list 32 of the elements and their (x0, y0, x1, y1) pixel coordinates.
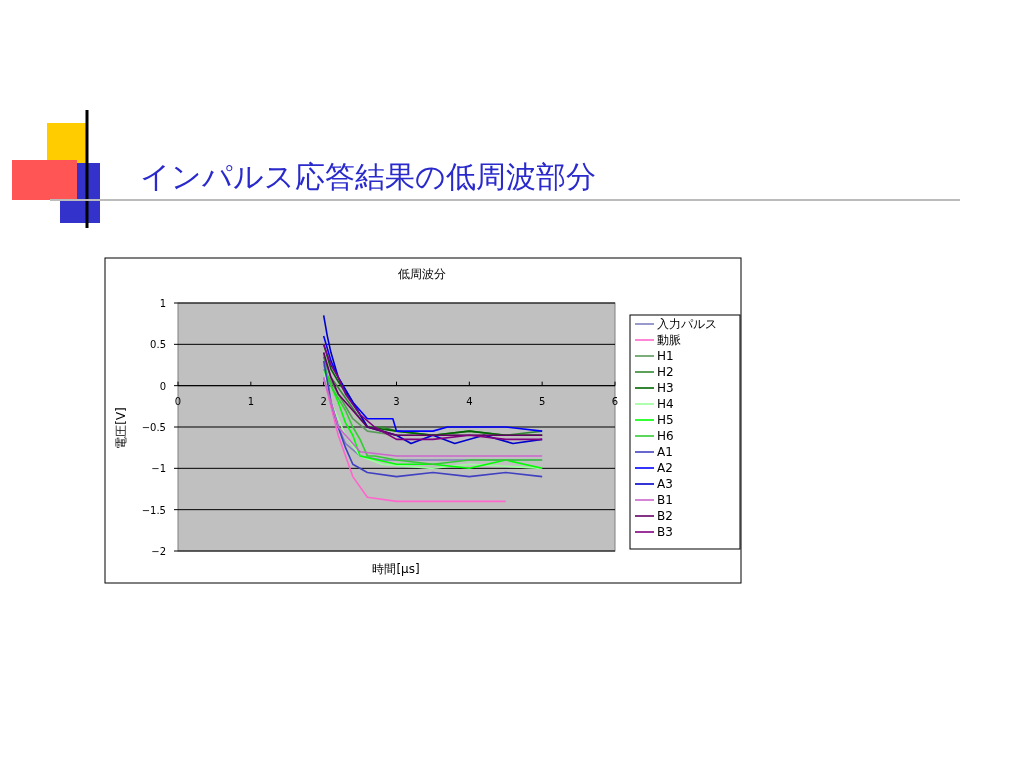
legend-label: B1 (657, 493, 673, 507)
legend-label: H1 (657, 349, 674, 363)
legend-label: H2 (657, 365, 674, 379)
y-axis-title: 電圧[V] (114, 407, 128, 449)
y-tick-label: −2 (151, 546, 166, 557)
y-tick-label: 0.5 (150, 339, 166, 351)
y-tick-label: −1 (151, 463, 166, 475)
x-tick-label: 4 (466, 395, 473, 407)
x-tick-label: 3 (393, 395, 400, 407)
chart-title: インパルス応答結果の低周波部分 (140, 159, 596, 194)
x-tick-label: 1 (247, 395, 255, 407)
legend-label: 動脈 (657, 333, 681, 347)
legend-label: 入力パルス (657, 317, 717, 331)
x-tick-label: 0 (174, 395, 182, 407)
legend-label: H4 (657, 397, 674, 411)
x-axis-title: 時間[μs] (372, 562, 420, 576)
legend-label: B2 (657, 509, 673, 523)
x-tick-label: 2 (320, 395, 327, 407)
legend-label: A3 (657, 477, 673, 491)
y-tick-label: 0 (159, 380, 166, 392)
legend-label: H5 (657, 413, 674, 427)
chart-subtitle: 低周波分 (398, 267, 446, 281)
y-tick-label: −0.5 (141, 422, 166, 433)
legend-label: B3 (657, 525, 673, 539)
y-tick-label: −1.5 (141, 504, 166, 516)
x-tick-label: 6 (611, 395, 619, 407)
legend-label: H6 (657, 429, 674, 443)
x-tick-label: 5 (538, 395, 546, 407)
y-tick-label: 1 (159, 298, 166, 309)
legend-label: A1 (657, 445, 673, 459)
legend-label: H3 (657, 381, 674, 395)
legend-label: A2 (657, 461, 673, 475)
